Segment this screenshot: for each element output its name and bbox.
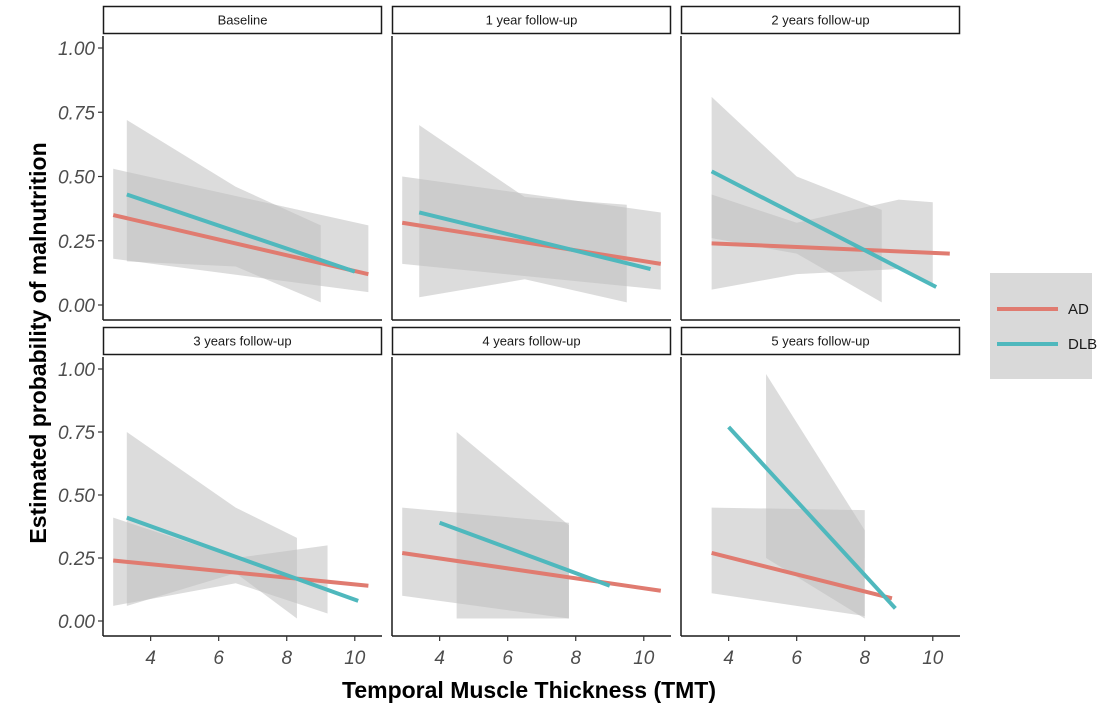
y-tick-label: 1.00 [58, 39, 95, 60]
series-line-ad [401, 550, 662, 593]
y-tick-label: 0.25 [58, 232, 95, 253]
facet-strip-label: 4 years follow-up [482, 334, 580, 349]
facet-panel: 1 year follow-up [391, 5, 672, 321]
x-tick-label: 10 [922, 648, 944, 669]
confidence-band-dlb [456, 432, 569, 619]
series-line-dlb [418, 210, 652, 271]
x-tick-label: 6 [502, 648, 513, 669]
x-tick-label: 6 [213, 648, 224, 669]
y-tick-label: 0.00 [58, 612, 95, 633]
series-line-dlb [727, 425, 897, 610]
facet-strip-label: 5 years follow-up [771, 334, 869, 349]
facet-strip [391, 5, 672, 35]
x-tick-label: 6 [791, 648, 802, 669]
y-tick-label: 0.75 [58, 103, 95, 124]
x-tick-label: 8 [281, 648, 292, 669]
facet-panel: 5 years follow-up 4 6 8 10 [680, 326, 961, 669]
series-line-dlb [710, 169, 938, 289]
y-tick-label: 0.25 [58, 549, 95, 570]
y-tick-label: 0.50 [58, 168, 95, 189]
confidence-band-dlb [126, 119, 321, 303]
facet-strip-label: 3 years follow-up [193, 334, 291, 349]
x-tick-label: 8 [859, 648, 870, 669]
confidence-band-dlb [419, 125, 627, 303]
y-tick-label: 0.00 [58, 296, 95, 317]
x-tick-label: 4 [434, 648, 445, 669]
series-line-dlb [126, 515, 359, 603]
x-tick-label: 4 [145, 648, 156, 669]
y-axis-title: Estimated probability of malnutrition [25, 142, 51, 543]
facet-strip-label: 2 years follow-up [771, 13, 869, 28]
facet-strip [102, 326, 383, 356]
series-line-dlb [126, 192, 356, 274]
facet-panels: Baseline 0.00 0.25 0.50 0.75 1.00 1 year follo… [58, 5, 961, 669]
x-tick-label: 10 [344, 648, 366, 669]
legend: AD DLB [990, 273, 1097, 379]
facet-panel: Baseline 0.00 0.25 0.50 0.75 1.00 [58, 5, 383, 321]
y-tick-label: 0.75 [58, 423, 95, 444]
legend-label-dlb: DLB [1068, 336, 1097, 353]
facet-panel: 2 years follow-up [680, 5, 961, 321]
facet-strip-label: 1 year follow-up [486, 13, 578, 28]
facet-strip [680, 326, 961, 356]
series-line-ad [112, 213, 369, 277]
series-line-ad [711, 241, 950, 256]
y-tick-label: 1.00 [58, 360, 95, 381]
confidence-band-dlb [766, 374, 865, 619]
legend-label-ad: AD [1068, 301, 1089, 318]
series-line-ad [711, 551, 893, 601]
facet-panel: 4 years follow-up 4 6 8 10 [391, 326, 672, 669]
series-line-dlb [438, 520, 611, 588]
confidence-band-dlb [126, 432, 297, 619]
facet-strip [391, 326, 672, 356]
y-tick-label: 0.50 [58, 486, 95, 507]
series-line-ad [401, 220, 662, 266]
x-tick-label: 4 [723, 648, 734, 669]
facet-strip [102, 5, 383, 35]
facet-strip-label: Baseline [218, 13, 268, 28]
facet-panel: 3 years follow-up 0.00 0.25 0.50 0.75 1.00 4 6 8… [58, 326, 383, 669]
x-axis-title: Temporal Muscle Thickness (TMT) [342, 677, 716, 703]
x-tick-label: 10 [633, 648, 655, 669]
x-tick-label: 8 [570, 648, 581, 669]
confidence-band-dlb [711, 96, 882, 303]
series-line-ad [113, 558, 369, 588]
facet-strip [680, 5, 961, 35]
legend-box [990, 273, 1092, 379]
